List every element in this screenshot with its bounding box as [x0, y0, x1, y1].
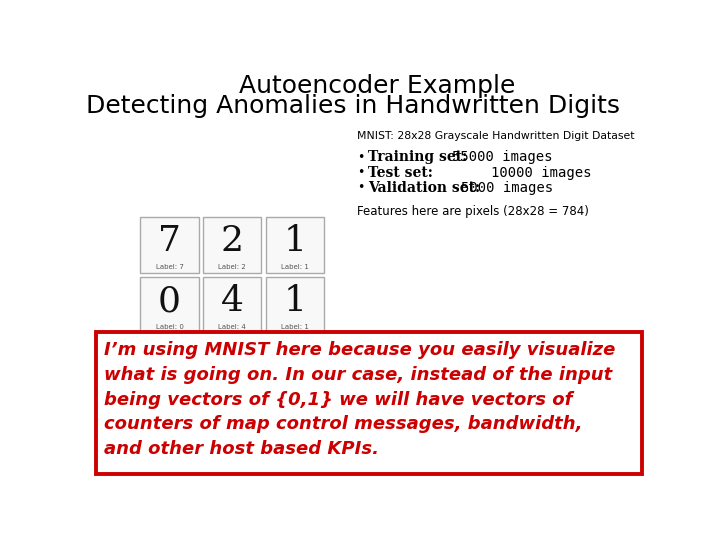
- Text: 55000 images: 55000 images: [452, 150, 552, 164]
- Text: •: •: [357, 151, 365, 164]
- Text: Label: 2: Label: 2: [218, 264, 246, 271]
- Text: 1: 1: [284, 224, 307, 258]
- Bar: [266, 217, 324, 273]
- Bar: [203, 338, 261, 393]
- Text: Features here are pixels (28x28 = 784): Features here are pixels (28x28 = 784): [357, 205, 589, 218]
- Text: being vectors of {0,1} we will have vectors of: being vectors of {0,1} we will have vect…: [104, 391, 572, 409]
- Bar: [140, 278, 199, 333]
- Text: 0: 0: [158, 284, 181, 318]
- Bar: [203, 217, 261, 273]
- Text: Training set:: Training set:: [368, 150, 467, 164]
- Text: MNIST: 28x28 Grayscale Handwritten Digit Dataset: MNIST: 28x28 Grayscale Handwritten Digit…: [357, 131, 635, 140]
- Text: Validation set:: Validation set:: [368, 181, 480, 195]
- Text: Label: 0: Label: 0: [156, 325, 184, 330]
- Text: Label: 1: Label: 1: [281, 325, 309, 330]
- Text: Autoencoder Example: Autoencoder Example: [238, 75, 515, 98]
- Text: 5: 5: [284, 344, 307, 378]
- Text: Test set:: Test set:: [368, 166, 433, 180]
- Text: 7: 7: [158, 224, 181, 258]
- Bar: [203, 278, 261, 333]
- Text: counters of map control messages, bandwidth,: counters of map control messages, bandwi…: [104, 415, 582, 434]
- Text: Detecting Anomalies in Handwritten Digits: Detecting Anomalies in Handwritten Digit…: [86, 93, 621, 118]
- Bar: [140, 217, 199, 273]
- Text: Label: 9: Label: 9: [218, 384, 246, 390]
- Text: Label: 1: Label: 1: [281, 264, 309, 271]
- Text: Label: 4: Label: 4: [218, 325, 246, 330]
- Text: 10000 images: 10000 images: [490, 166, 591, 180]
- Text: 4: 4: [221, 284, 243, 318]
- FancyBboxPatch shape: [96, 332, 642, 475]
- Text: I’m using MNIST here because you easily visualize: I’m using MNIST here because you easily …: [104, 341, 616, 360]
- Text: 4: 4: [158, 344, 181, 378]
- Text: what is going on. In our case, instead of the input: what is going on. In our case, instead o…: [104, 366, 612, 384]
- Text: 1: 1: [284, 284, 307, 318]
- Bar: [140, 338, 199, 393]
- Text: Label: 5: Label: 5: [281, 384, 309, 390]
- Text: 2: 2: [221, 224, 243, 258]
- Text: and other host based KPIs.: and other host based KPIs.: [104, 440, 379, 458]
- Text: Label: 4: Label: 4: [156, 384, 184, 390]
- Text: •: •: [357, 181, 365, 194]
- Text: 5000 images: 5000 images: [462, 181, 554, 195]
- Text: Label: 7: Label: 7: [156, 264, 184, 271]
- Text: •: •: [357, 166, 365, 179]
- Bar: [266, 338, 324, 393]
- Bar: [266, 278, 324, 333]
- Text: 9: 9: [221, 344, 243, 378]
